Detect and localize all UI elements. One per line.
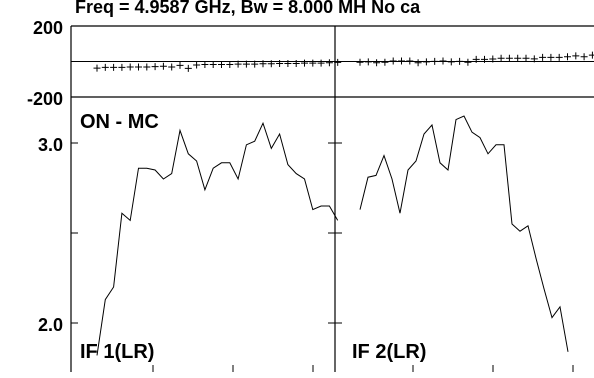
phase-point-1-18 — [234, 60, 242, 68]
phase-point-1-9 — [159, 62, 167, 70]
phase-point-2-24 — [547, 53, 555, 61]
phase-point-1-13 — [193, 61, 201, 69]
phase-point-1-11 — [176, 61, 184, 69]
phase-point-2-17 — [489, 55, 497, 63]
phase-series-2 — [356, 51, 594, 67]
amplitude-line-2 — [359, 115, 569, 352]
amplitude-line-1 — [96, 121, 339, 356]
phase-point-1-8 — [151, 63, 159, 71]
phase-point-2-22 — [530, 55, 538, 63]
phase-point-2-1 — [356, 58, 364, 66]
phase-point-2-20 — [514, 54, 522, 62]
phase-point-2-15 — [472, 55, 480, 63]
phase-point-1-17 — [226, 61, 234, 69]
phase-point-2-12 — [447, 58, 455, 66]
phase-point-2-26 — [564, 53, 571, 61]
phase-point-2-28 — [580, 53, 588, 61]
phase-point-2-11 — [439, 57, 447, 65]
ytick-top-200: 200 — [33, 18, 63, 38]
phase-point-1-25 — [292, 59, 300, 67]
annotation-on-mc: ON - MC — [80, 111, 159, 133]
phase-point-1-23 — [276, 59, 284, 67]
ytick-top-minus200: -200 — [27, 89, 63, 109]
phase-point-1-28 — [317, 59, 325, 67]
phase-point-1-19 — [242, 60, 250, 68]
panel-label-if2: IF 2(LR) — [352, 341, 426, 363]
phase-point-1-1 — [93, 64, 101, 72]
phase-point-1-26 — [301, 59, 308, 67]
phase-point-2-2 — [364, 58, 372, 66]
phase-point-1-24 — [284, 59, 292, 67]
phase-point-2-18 — [497, 54, 505, 62]
phase-point-1-3 — [110, 63, 118, 71]
phase-point-1-12 — [184, 64, 192, 72]
phase-point-1-5 — [126, 63, 134, 71]
phase-point-2-29 — [588, 51, 594, 59]
phase-series-1 — [93, 58, 342, 72]
phase-point-2-6 — [398, 57, 405, 65]
phase-point-1-14 — [201, 61, 209, 69]
phase-point-2-19 — [505, 54, 513, 62]
phase-point-1-30 — [334, 58, 342, 66]
phase-point-1-10 — [168, 63, 176, 71]
phase-point-2-8 — [414, 59, 422, 67]
phase-point-2-9 — [422, 58, 430, 66]
phase-point-2-7 — [406, 57, 414, 65]
phase-point-1-7 — [143, 63, 151, 71]
phase-point-1-21 — [259, 60, 267, 68]
phase-point-1-6 — [135, 63, 142, 71]
phase-point-1-22 — [267, 60, 275, 68]
phase-point-2-4 — [381, 58, 389, 66]
axis-ticks — [71, 25, 574, 372]
panel-label-if1: IF 1(LR) — [80, 341, 154, 363]
phase-point-1-2 — [101, 63, 109, 71]
phase-point-2-5 — [389, 57, 397, 65]
phase-point-1-27 — [309, 59, 317, 67]
phase-point-1-4 — [118, 63, 126, 71]
phase-point-1-20 — [251, 60, 259, 68]
ytick-bottom-2: 2.0 — [38, 315, 63, 335]
phase-point-2-3 — [373, 59, 381, 67]
phase-point-1-15 — [209, 61, 217, 69]
phase-point-2-25 — [555, 53, 563, 61]
chart-title: Freq = 4.9587 GHz, Bw = 8.000 MH No ca — [75, 0, 421, 17]
phase-point-2-14 — [464, 58, 472, 66]
phase-point-2-10 — [431, 57, 439, 65]
phase-point-1-16 — [218, 61, 225, 69]
phase-point-1-29 — [325, 59, 333, 67]
panel-frames — [70, 25, 594, 372]
phase-point-2-21 — [522, 54, 530, 62]
phase-point-2-23 — [539, 53, 547, 61]
phase-point-2-16 — [481, 55, 488, 63]
chart-marks — [93, 51, 594, 356]
phase-point-2-27 — [572, 52, 580, 60]
phase-point-2-13 — [456, 57, 464, 65]
ytick-bottom-3: 3.0 — [38, 135, 63, 155]
